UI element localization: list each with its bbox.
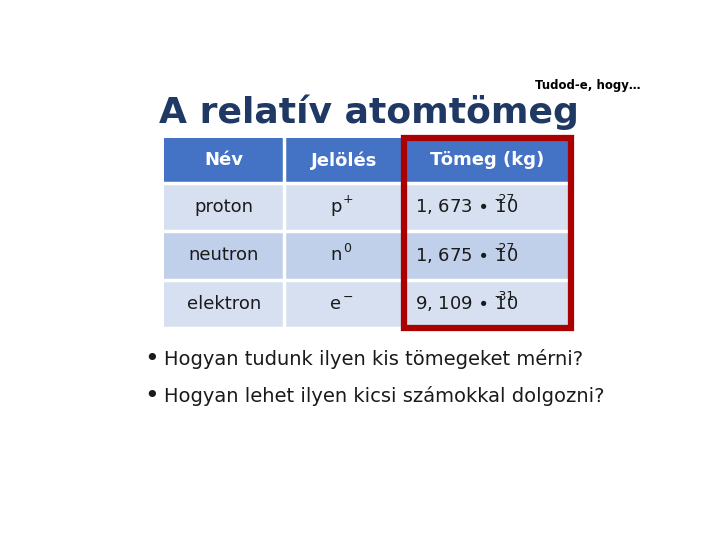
Text: n: n: [330, 246, 341, 265]
Bar: [404, 138, 570, 183]
Text: Tömeg (kg): Tömeg (kg): [430, 151, 544, 169]
Bar: [404, 138, 570, 328]
Bar: [284, 231, 404, 280]
Bar: [163, 280, 284, 328]
Bar: [404, 231, 570, 280]
Text: 1, 675 $\bullet$ 10: 1, 675 $\bullet$ 10: [415, 246, 518, 265]
Bar: [163, 183, 284, 231]
Text: A relatív atomtömeg: A relatív atomtömeg: [159, 95, 579, 130]
Text: 1, 673 $\bullet$ 10: 1, 673 $\bullet$ 10: [415, 197, 518, 217]
Bar: [284, 138, 404, 183]
Text: proton: proton: [194, 198, 253, 216]
Text: 9, 109 $\bullet$ 10: 9, 109 $\bullet$ 10: [415, 294, 518, 313]
Bar: [163, 231, 284, 280]
Bar: [284, 183, 404, 231]
Text: -31: -31: [495, 291, 515, 303]
Bar: [404, 183, 570, 231]
Text: p: p: [330, 198, 341, 216]
Text: Hogyan tudunk ilyen kis tömegeket mérni?: Hogyan tudunk ilyen kis tömegeket mérni?: [163, 349, 582, 369]
Text: e: e: [330, 295, 341, 313]
Bar: [404, 280, 570, 328]
Text: elektron: elektron: [186, 295, 261, 313]
Text: -27: -27: [495, 242, 515, 255]
Text: Tudod-e, hogy…: Tudod-e, hogy…: [535, 79, 640, 92]
Text: 0: 0: [343, 242, 351, 255]
Text: Jelölés: Jelölés: [310, 151, 377, 170]
Text: •: •: [145, 384, 159, 408]
Text: -27: -27: [495, 193, 515, 206]
Text: −: −: [343, 291, 354, 303]
Text: neutron: neutron: [189, 246, 259, 265]
Text: Név: Név: [204, 151, 243, 169]
Text: Hogyan lehet ilyen kicsi számokkal dolgozni?: Hogyan lehet ilyen kicsi számokkal dolgo…: [163, 386, 604, 406]
Bar: [163, 138, 284, 183]
Text: •: •: [145, 347, 159, 371]
Bar: [284, 280, 404, 328]
Text: +: +: [343, 193, 354, 206]
